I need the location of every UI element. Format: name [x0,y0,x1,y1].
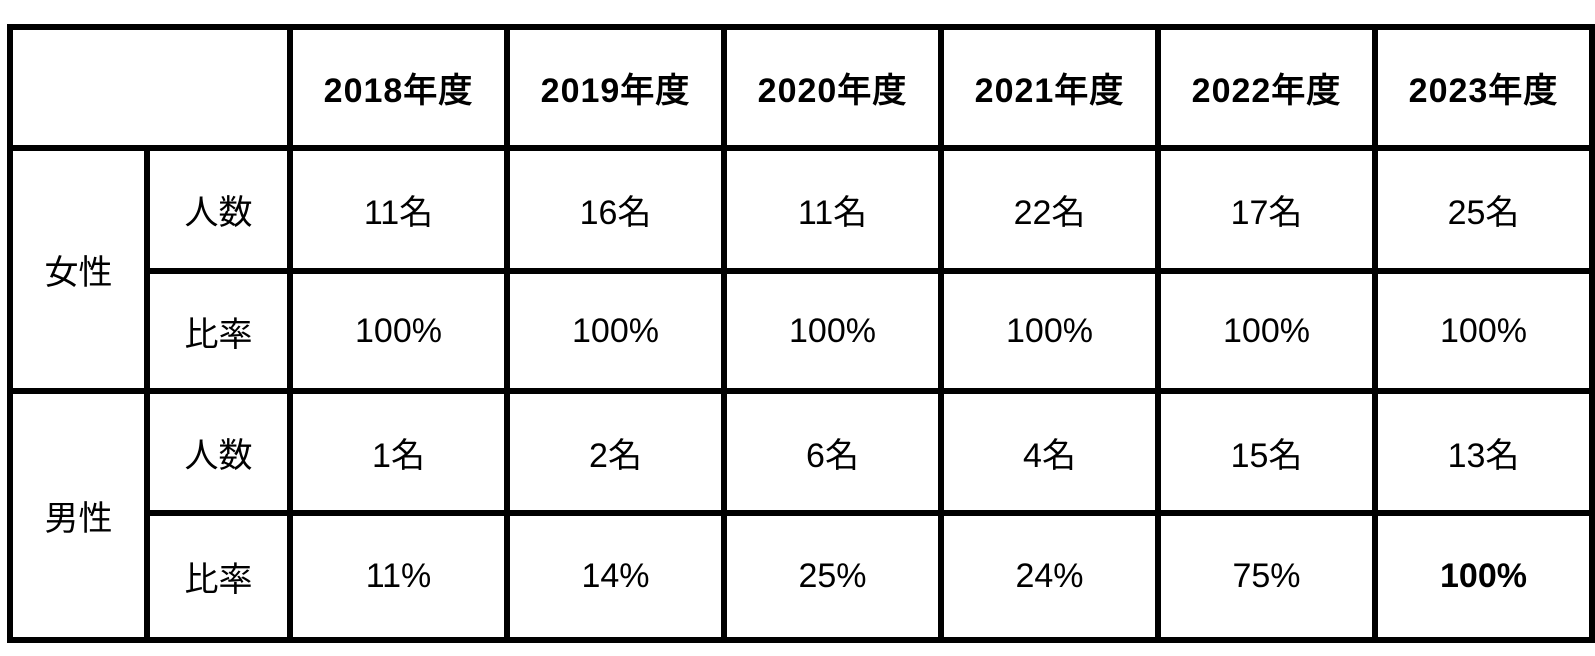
cell-male-ratio-2022: 75% [1155,510,1378,643]
group-label-female: 女性 [7,145,150,394]
cell-male-ratio-2020: 25% [721,510,944,643]
cell-female-count-2021: 22名 [938,145,1161,274]
cell-female-count-2023: 25名 [1372,145,1595,274]
cell-male-count-2021: 4名 [938,388,1161,516]
male-count-row: 男性 人数 1名 2名 6名 4名 15名 13名 [7,388,1595,643]
cell-female-count-2022: 17名 [1155,145,1378,274]
cell-male-ratio-2019: 14% [504,510,727,643]
female-ratio-row: 比率 100% 100% 100% 100% 100% 100% [10,268,1595,394]
year-header-2019: 2019年度 [504,24,727,151]
cell-male-count-2019: 2名 [504,388,727,516]
row-label-male-count: 人数 [144,388,293,516]
cell-female-count-2019: 16名 [504,145,727,274]
gender-ratio-table: 2018年度 2019年度 2020年度 2021年度 2022年度 2023年… [7,24,1595,643]
year-header-2022: 2022年度 [1155,24,1378,151]
cell-male-count-2020: 6名 [721,388,944,516]
cell-male-ratio-2023: 100% [1372,510,1595,643]
cell-female-count-2020: 11名 [721,145,944,274]
row-label-male-ratio: 比率 [144,510,293,643]
cell-female-ratio-2021: 100% [938,268,1161,394]
female-count-row: 女性 人数 11名 16名 11名 22名 17名 25名 [7,145,1595,394]
cell-male-ratio-2021: 24% [938,510,1161,643]
cell-female-ratio-2023: 100% [1372,268,1595,394]
cell-male-count-2022: 15名 [1155,388,1378,516]
male-ratio-row: 比率 11% 14% 25% 24% 75% 100% [10,510,1595,643]
cell-female-count-2018: 11名 [287,145,510,274]
corner-cell [7,24,293,151]
cell-male-ratio-2018: 11% [287,510,510,643]
cell-female-ratio-2020: 100% [721,268,944,394]
cell-female-ratio-2018: 100% [287,268,510,394]
year-header-2023: 2023年度 [1372,24,1595,151]
cell-female-ratio-2019: 100% [504,268,727,394]
group-label-male: 男性 [7,388,150,643]
row-label-female-ratio: 比率 [144,268,293,394]
year-header-2021: 2021年度 [938,24,1161,151]
year-header-2020: 2020年度 [721,24,944,151]
cell-female-ratio-2022: 100% [1155,268,1378,394]
row-label-female-count: 人数 [144,145,293,274]
cell-male-count-2018: 1名 [287,388,510,516]
year-header-2018: 2018年度 [287,24,510,151]
cell-male-count-2023: 13名 [1372,388,1595,516]
header-row: 2018年度 2019年度 2020年度 2021年度 2022年度 2023年… [7,24,1595,151]
